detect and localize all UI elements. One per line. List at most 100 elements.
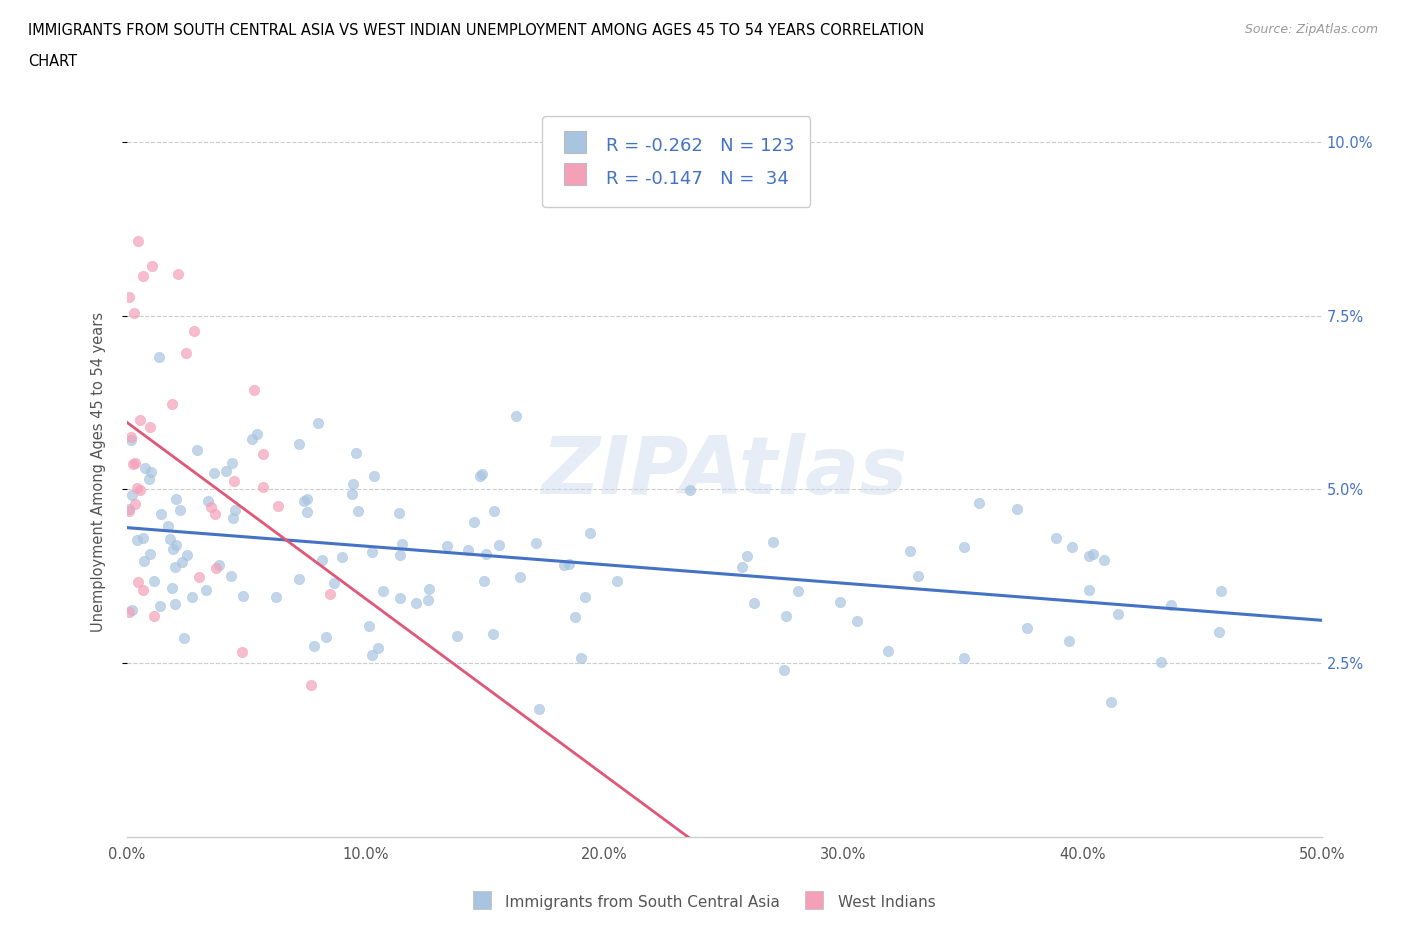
Point xyxy=(1208,625,1230,640)
Point xyxy=(359,618,381,633)
Point xyxy=(204,507,226,522)
Point xyxy=(388,506,411,521)
Point xyxy=(149,506,172,521)
Point xyxy=(735,549,758,564)
Point xyxy=(127,575,149,590)
Point xyxy=(138,472,160,486)
Point xyxy=(149,598,172,613)
Point xyxy=(373,583,395,598)
Point xyxy=(252,480,274,495)
Point xyxy=(232,589,254,604)
Point xyxy=(163,597,186,612)
Point xyxy=(118,502,141,517)
Point xyxy=(529,701,551,716)
Point xyxy=(308,415,330,430)
Point xyxy=(953,651,976,666)
Point xyxy=(488,538,510,552)
Point xyxy=(361,545,384,560)
Point xyxy=(505,408,527,423)
Point xyxy=(297,491,319,506)
Point xyxy=(240,432,263,446)
Point xyxy=(287,437,309,452)
Point xyxy=(1005,501,1028,516)
Point xyxy=(288,571,311,586)
Point xyxy=(134,460,156,475)
Point xyxy=(311,552,333,567)
Point xyxy=(731,559,754,574)
Point xyxy=(125,481,148,496)
Point xyxy=(169,503,191,518)
Point xyxy=(1209,584,1232,599)
Point xyxy=(679,483,702,498)
Point xyxy=(128,483,150,498)
Point xyxy=(1150,655,1173,670)
Point xyxy=(330,550,353,565)
Point xyxy=(205,561,228,576)
Legend: Immigrants from South Central Asia, West Indians: Immigrants from South Central Asia, West… xyxy=(464,887,942,918)
Point xyxy=(165,538,187,552)
Point xyxy=(828,594,851,609)
Point xyxy=(174,346,197,361)
Point xyxy=(295,504,318,519)
Point xyxy=(202,465,225,480)
Point xyxy=(264,590,287,604)
Point xyxy=(761,535,783,550)
Point xyxy=(131,582,153,597)
Point xyxy=(215,464,238,479)
Point xyxy=(138,546,160,561)
Point xyxy=(446,629,468,644)
Point xyxy=(472,574,495,589)
Point xyxy=(165,491,187,506)
Point xyxy=(344,446,367,461)
Point xyxy=(219,568,242,583)
Point xyxy=(122,305,145,320)
Point xyxy=(246,427,269,442)
Point xyxy=(569,650,592,665)
Point xyxy=(1059,633,1081,648)
Point xyxy=(388,548,411,563)
Point xyxy=(524,536,547,551)
Point xyxy=(159,532,181,547)
Point xyxy=(124,497,146,512)
Point xyxy=(132,553,155,568)
Point xyxy=(391,537,413,551)
Text: CHART: CHART xyxy=(28,54,77,69)
Point xyxy=(142,574,165,589)
Point xyxy=(132,269,155,284)
Point xyxy=(118,504,141,519)
Point xyxy=(436,538,458,553)
Point xyxy=(208,558,231,573)
Point xyxy=(173,631,195,645)
Point xyxy=(1107,606,1129,621)
Point xyxy=(200,499,222,514)
Point xyxy=(967,496,990,511)
Text: IMMIGRANTS FROM SOUTH CENTRAL ASIA VS WEST INDIAN UNEMPLOYMENT AMONG AGES 45 TO : IMMIGRANTS FROM SOUTH CENTRAL ASIA VS WE… xyxy=(28,23,924,38)
Point xyxy=(953,539,976,554)
Point xyxy=(405,596,427,611)
Point xyxy=(170,555,193,570)
Point xyxy=(786,583,808,598)
Point xyxy=(222,511,245,525)
Point xyxy=(482,627,505,642)
Point xyxy=(318,586,342,601)
Point xyxy=(900,544,922,559)
Point xyxy=(176,547,198,562)
Point xyxy=(187,569,209,584)
Text: Source: ZipAtlas.com: Source: ZipAtlas.com xyxy=(1244,23,1378,36)
Point xyxy=(120,432,142,447)
Point xyxy=(221,456,243,471)
Point xyxy=(1078,582,1101,597)
Point xyxy=(118,290,141,305)
Point xyxy=(139,465,162,480)
Point xyxy=(509,570,531,585)
Point xyxy=(121,487,143,502)
Point xyxy=(166,267,188,282)
Point xyxy=(132,531,155,546)
Point xyxy=(773,663,796,678)
Point xyxy=(553,557,575,572)
Point xyxy=(418,581,440,596)
Point xyxy=(574,590,596,604)
Point xyxy=(121,603,143,618)
Point xyxy=(1160,597,1182,612)
Point xyxy=(360,647,382,662)
